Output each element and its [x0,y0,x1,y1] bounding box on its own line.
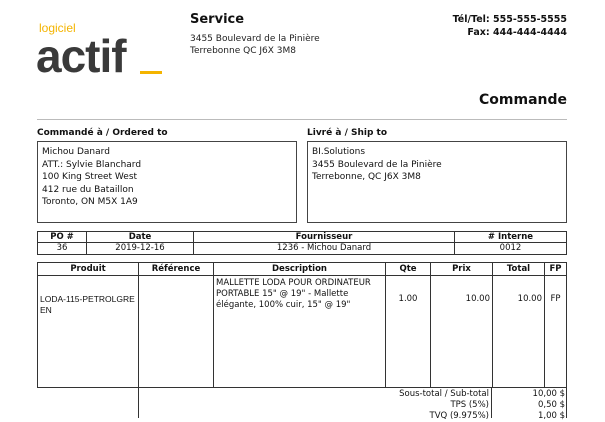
company-name: Service [190,12,245,27]
divider [566,387,567,418]
address-line: 3455 Boulevard de la Pinière [312,159,442,170]
address-line: Michou Danard [42,147,110,157]
subtotal-value: 10,00 $ [532,389,565,399]
address-line: 3455 Boulevard de la Pinière [190,34,320,44]
address-line: 100 King Street West [42,172,138,182]
po-info-table: PO # Date Fournisseur # Interne 36 2019-… [37,231,567,255]
ship-to-box: BI.Solutions 3455 Boulevard de la Pinièr… [307,141,567,223]
totals-values: 10,00 $ 0,50 $ 1,00 $ [493,389,565,422]
subtotal-label: Sous-total / Sub-total [399,389,489,399]
product-code: LODA-115-PETROLGREEN [37,275,139,388]
quantity: 1.00 [385,275,431,388]
col-total: Total [492,262,545,276]
tps-value: 0,50 $ [537,400,565,410]
col-qty: Qte [385,262,431,276]
date: 2019-12-16 [86,242,194,255]
company-address: 3455 Boulevard de la Pinière Terrebonne … [190,33,320,57]
items-table: Produit Référence Description Qte Prix T… [37,262,567,388]
address-line: Terrebonne QC J6X 3M8 [190,46,296,56]
totals-labels: Sous-total / Sub-total TPS (5%) TVQ (9.9… [300,389,489,422]
po-number: 36 [37,242,87,255]
supplier: 1236 - Michou Danard [193,242,455,255]
internal-number: 0012 [454,242,567,255]
document-title: Commande [479,92,567,108]
ordered-to-box: Michou Danard ATT.: Sylvie Blanchard 100… [37,141,297,223]
fp: FP [544,275,567,388]
address-line: 412 rue du Bataillon [42,184,134,195]
address-line: Terrebonne, QC J6X 3M8 [312,172,421,182]
tvq-label: TVQ (9.975%) [429,411,489,421]
divider [37,119,567,120]
po-number-header: PO # [37,231,87,243]
fax: Fax: 444-444-4444 [467,27,567,38]
ship-to-label: Livré à / Ship to [307,128,388,138]
address-line: Toronto, ON M5X 1A9 [42,197,138,207]
table-row: LODA-115-PETROLGREEN MALLETTE LODA POUR … [37,275,567,388]
col-price: Prix [430,262,493,276]
address-line: BI.Solutions [312,147,366,157]
ordered-to-label: Commandé à / Ordered to [37,128,168,138]
logo: actif [36,30,127,82]
logo-underscore [140,71,162,74]
tvq-value: 1,00 $ [537,411,565,421]
tps-label: TPS (5%) [450,400,489,410]
col-description: Description [213,262,386,276]
price: 10.00 [430,275,493,388]
col-reference: Référence [138,262,214,276]
col-fp: FP [544,262,567,276]
logo-small-text: logiciel [39,21,76,35]
col-product: Produit [37,262,139,276]
date-header: Date [86,231,194,243]
description: MALLETTE LODA POUR ORDINATEUR PORTABLE 1… [213,275,386,388]
phone: Tél/Tel: 555-555-5555 [452,14,567,25]
internal-number-header: # Interne [454,231,567,243]
address-line: ATT.: Sylvie Blanchard [42,159,142,170]
reference [138,275,214,388]
line-total: 10.00 [492,275,545,388]
supplier-header: Fournisseur [193,231,455,243]
company-contact: Tél/Tel: 555-555-5555 Fax: 444-444-4444 [453,13,567,39]
divider [138,387,139,418]
divider [491,387,492,418]
